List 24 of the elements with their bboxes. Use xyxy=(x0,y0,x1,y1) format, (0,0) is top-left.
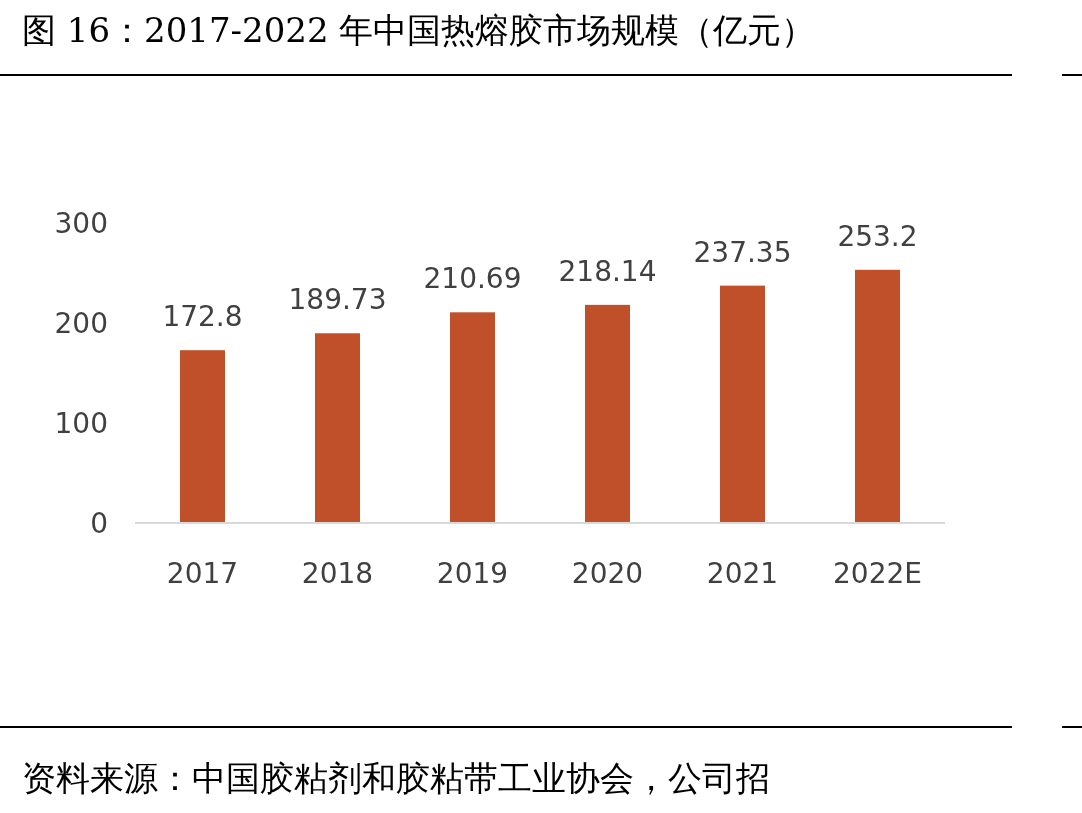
data-label: 172.8 xyxy=(162,300,243,334)
bar xyxy=(855,269,900,523)
y-tick-label: 0 xyxy=(90,507,108,540)
bar xyxy=(585,304,630,523)
text: 资料来源：中国胶粘剂和胶粘带工业协会，公司招 xyxy=(22,758,770,798)
data-label: 189.73 xyxy=(288,283,387,317)
x-tick-label: 2020 xyxy=(571,557,644,590)
x-tick-label: 2019 xyxy=(436,557,509,590)
bar xyxy=(315,333,360,523)
y-tick-label: 100 xyxy=(54,407,108,440)
x-tick-label: 2021 xyxy=(706,557,779,590)
bar xyxy=(720,285,765,523)
x-tick-label: 2022E xyxy=(833,557,922,590)
data-label: 210.69 xyxy=(423,262,522,296)
y-tick-label: 300 xyxy=(54,207,108,240)
bar xyxy=(450,312,495,523)
data-label: 218.14 xyxy=(558,254,657,288)
data-label: 237.35 xyxy=(693,235,792,269)
bar xyxy=(180,350,225,523)
x-tick-label: 2017 xyxy=(166,557,239,590)
y-tick-label: 200 xyxy=(54,307,108,340)
data-label: 253.2 xyxy=(837,219,918,253)
x-tick-label: 2018 xyxy=(301,557,374,590)
chart-title: 图 16：2017-2022 年中国热熔胶市场规模（亿元） xyxy=(22,10,816,50)
